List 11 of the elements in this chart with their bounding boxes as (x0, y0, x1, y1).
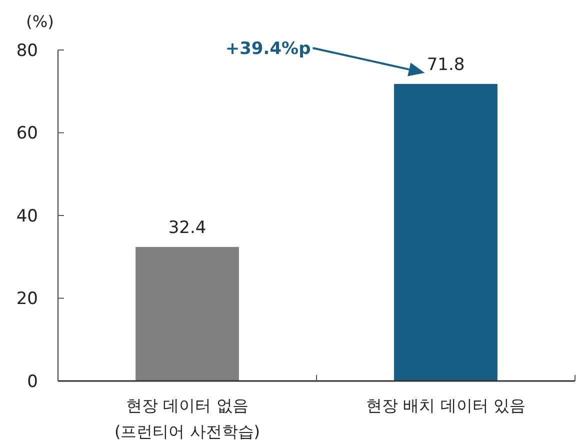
data-label: 71.8 (426, 54, 465, 75)
y-tick-label: 40 (16, 206, 38, 226)
y-tick-label: 60 (16, 124, 38, 144)
y-tick-label: 0 (27, 372, 38, 392)
annotation: +39.4%p (225, 38, 311, 59)
data-label: 32.4 (168, 218, 206, 238)
y-tick-label: 80 (16, 40, 38, 61)
x-tick-label: 현장 배치 데이터 있음 (366, 396, 526, 415)
x-tick-label: 현장 데이터 없음 (프런티어 사전학습) (114, 396, 260, 441)
y-tick-label: 20 (16, 289, 38, 310)
y-axis-title: (%) (26, 12, 54, 31)
